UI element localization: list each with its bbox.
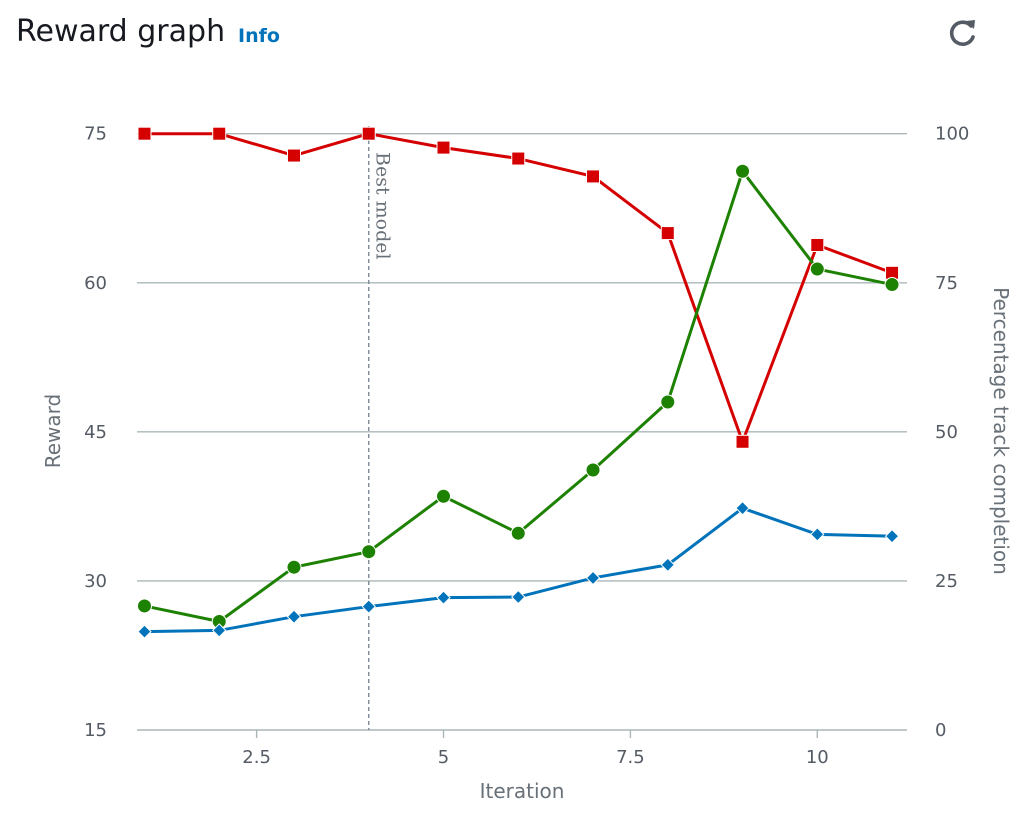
data-point [436, 140, 451, 155]
data-point [586, 169, 601, 184]
data-point [286, 559, 302, 575]
data-point [810, 527, 825, 542]
data-point [436, 590, 451, 605]
data-point [212, 623, 227, 638]
data-point [361, 544, 377, 560]
data-point [735, 434, 750, 449]
y-axis-title: Reward [41, 394, 65, 468]
data-point [810, 238, 825, 253]
series-line [144, 132, 893, 447]
data-point [510, 525, 526, 541]
y-tick-label: 30 [84, 571, 107, 592]
data-point [361, 599, 376, 614]
page-title: Reward graph [16, 14, 226, 49]
y2-tick-label: 0 [935, 720, 946, 741]
x-axis-title: Iteration [480, 779, 565, 803]
data-point [286, 609, 302, 624]
data-point [361, 126, 376, 141]
best-model-label: Best model [372, 152, 394, 260]
data-point [809, 261, 825, 277]
data-point [884, 277, 900, 293]
panel-header: Reward graph Info [0, 0, 1015, 70]
data-point [136, 598, 152, 614]
data-point [660, 557, 675, 573]
data-point [511, 589, 526, 605]
data-point [286, 148, 301, 163]
data-point [436, 488, 452, 504]
x-tick-label: 7.5 [616, 747, 645, 768]
data-point [884, 528, 900, 544]
x-tick-label: 5 [438, 747, 449, 768]
data-point [212, 126, 227, 141]
data-point [585, 462, 601, 478]
y2-axis-title: Percentage track completion [989, 287, 1013, 575]
data-point [735, 163, 751, 179]
data-point [735, 500, 750, 516]
data-point [137, 126, 152, 141]
y-tick-label: 15 [84, 720, 107, 741]
y-tick-label: 75 [84, 124, 107, 145]
y2-tick-label: 75 [935, 273, 958, 294]
x-tick-label: 2.5 [242, 747, 271, 768]
info-link[interactable]: Info [238, 25, 280, 47]
data-point [660, 226, 675, 241]
series-line [144, 168, 893, 624]
data-point [660, 394, 676, 410]
y2-tick-label: 25 [935, 571, 958, 592]
y2-tick-label: 50 [935, 422, 958, 443]
data-point [511, 151, 526, 166]
y-tick-label: 60 [84, 273, 107, 294]
x-tick-label: 10 [806, 747, 829, 768]
y2-tick-label: 100 [935, 124, 969, 145]
refresh-icon[interactable] [944, 15, 980, 51]
y-tick-label: 45 [84, 422, 107, 443]
data-point [585, 570, 601, 586]
data-point [137, 624, 152, 639]
